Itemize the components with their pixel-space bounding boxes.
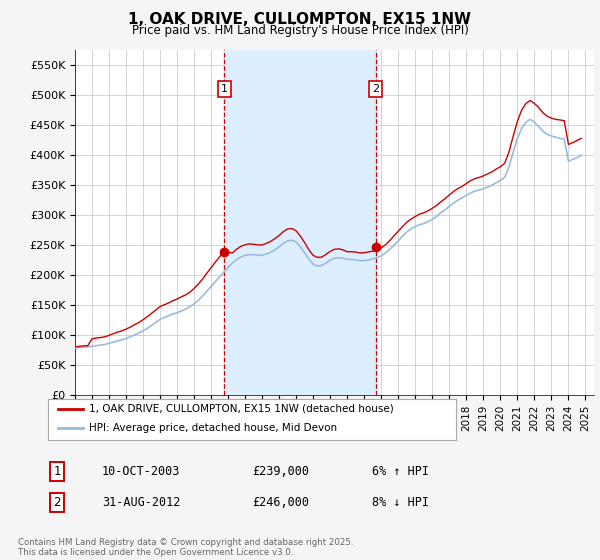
Text: 2: 2 [53,496,61,509]
Text: 1: 1 [53,465,61,478]
Text: £239,000: £239,000 [252,465,309,478]
Text: 1, OAK DRIVE, CULLOMPTON, EX15 1NW (detached house): 1, OAK DRIVE, CULLOMPTON, EX15 1NW (deta… [89,404,394,414]
Bar [224,50,376,395]
Text: Contains HM Land Registry data © Crown copyright and database right 2025.
This d: Contains HM Land Registry data © Crown c… [18,538,353,557]
Text: HPI: Average price, detached house, Mid Devon: HPI: Average price, detached house, Mid … [89,423,337,433]
Text: 1, OAK DRIVE, CULLOMPTON, EX15 1NW: 1, OAK DRIVE, CULLOMPTON, EX15 1NW [128,12,472,27]
Text: 1: 1 [221,84,228,94]
Text: 6% ↑ HPI: 6% ↑ HPI [372,465,429,478]
Text: £246,000: £246,000 [252,496,309,509]
Text: 31-AUG-2012: 31-AUG-2012 [102,496,181,509]
Text: 8% ↓ HPI: 8% ↓ HPI [372,496,429,509]
Text: 2: 2 [372,84,379,94]
Text: 10-OCT-2003: 10-OCT-2003 [102,465,181,478]
Text: Price paid vs. HM Land Registry's House Price Index (HPI): Price paid vs. HM Land Registry's House … [131,24,469,36]
